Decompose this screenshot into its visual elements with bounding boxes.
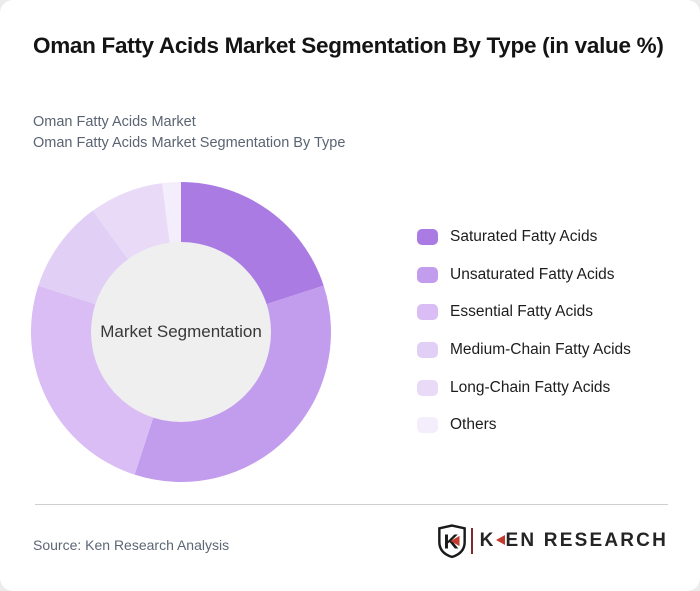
donut-chart: Market Segmentation xyxy=(31,182,331,482)
ken-research-logo: K K EN RESEARCH xyxy=(437,523,668,559)
legend-label: Unsaturated Fatty Acids xyxy=(450,265,615,283)
chart-subtitle-line2: Oman Fatty Acids Market Segmentation By … xyxy=(33,135,346,151)
legend-label: Saturated Fatty Acids xyxy=(450,228,598,245)
legend-item: Medium-Chain Fatty Acids xyxy=(417,341,631,359)
logo-divider xyxy=(470,528,473,554)
legend-item: Others xyxy=(417,416,631,434)
footer-divider xyxy=(35,504,668,505)
donut-hole xyxy=(91,242,271,422)
red-arrow-icon xyxy=(495,535,505,545)
shield-letter: K xyxy=(443,531,458,554)
legend-swatch xyxy=(417,266,438,283)
legend-item: Saturated Fatty Acids xyxy=(417,228,631,245)
logo-text-suffix: EN RESEARCH xyxy=(505,530,668,551)
legend-swatch xyxy=(417,229,438,245)
source-text: Source: Ken Research Analysis xyxy=(33,537,230,553)
legend-item: Long-Chain Fatty Acids xyxy=(417,378,631,396)
legend-label: Essential Fatty Acids xyxy=(450,303,594,321)
chart-title: Oman Fatty Acids Market Segmentation By … xyxy=(33,33,664,58)
shield-k-icon: K xyxy=(437,524,466,558)
logo-text: K EN RESEARCH xyxy=(480,530,668,552)
legend-label: Others xyxy=(450,416,497,434)
legend-item: Unsaturated Fatty Acids xyxy=(417,265,631,283)
legend: Saturated Fatty Acids Unsaturated Fatty A… xyxy=(417,228,631,455)
legend-label: Long-Chain Fatty Acids xyxy=(450,378,611,396)
legend-swatch xyxy=(417,342,438,359)
legend-label: Medium-Chain Fatty Acids xyxy=(450,341,631,359)
legend-item: Essential Fatty Acids xyxy=(417,303,631,321)
logo-text-prefix: K xyxy=(479,530,496,551)
chart-subtitle-line1: Oman Fatty Acids Market xyxy=(33,114,196,130)
legend-swatch xyxy=(417,379,438,396)
donut-chart-svg xyxy=(31,182,331,482)
chart-subtitle: Oman Fatty Acids Market Oman Fatty Acids… xyxy=(33,112,345,154)
legend-swatch xyxy=(417,417,438,434)
shield-red-triangle-icon xyxy=(450,535,460,547)
legend-swatch xyxy=(417,304,438,321)
